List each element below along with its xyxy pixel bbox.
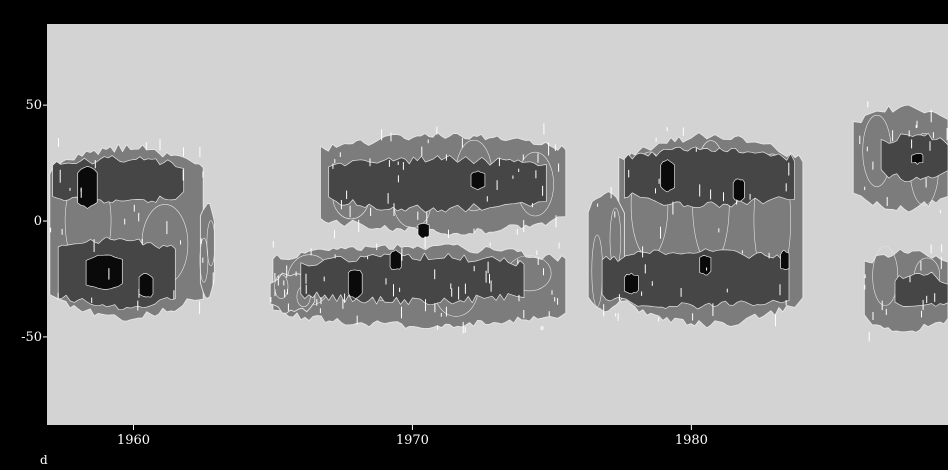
x-tick-label: 1960 <box>117 433 150 448</box>
corner-label: d <box>40 453 48 466</box>
contour-region-level-3 <box>732 178 745 202</box>
y-tick-label: 0 <box>34 214 42 229</box>
contour-region-level-2 <box>328 155 547 213</box>
contour-region-level-3 <box>389 249 402 271</box>
contour-line <box>199 237 209 283</box>
contour-regions <box>49 104 948 333</box>
contour-region-level-3 <box>470 170 486 191</box>
contour-region-level-2 <box>300 252 525 306</box>
x-tick-label: 1980 <box>675 433 708 448</box>
contour-specks <box>50 101 948 342</box>
contour-line <box>274 274 289 299</box>
contour-region-level-3 <box>417 222 430 239</box>
contour-line <box>872 246 899 306</box>
x-tick-label: 1970 <box>396 433 429 448</box>
y-tick-label: -50 <box>21 330 42 345</box>
axes: 1960 1970 1980 50 0 -50 <box>21 98 708 448</box>
contour-region-level-3 <box>699 255 712 276</box>
contour-region-level-2 <box>624 146 795 208</box>
contour-region-level-3 <box>780 249 790 270</box>
contour-line <box>206 220 216 266</box>
contour-region-level-3 <box>77 166 98 209</box>
contour-region-level-3 <box>85 254 123 290</box>
contour-region-level-3 <box>347 269 363 299</box>
contour-region-level-3 <box>911 152 924 165</box>
contour-region-level-3 <box>660 159 675 193</box>
y-tick-label: 50 <box>25 98 42 113</box>
contour-region-level-3 <box>624 272 639 295</box>
contour-region-level-2 <box>601 248 790 310</box>
contour-region-level-3 <box>138 273 154 298</box>
